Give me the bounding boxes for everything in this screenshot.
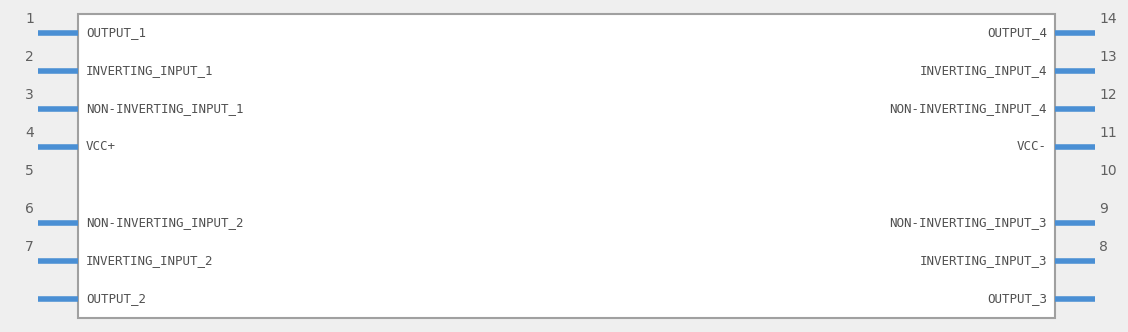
Text: INVERTING_INPUT_1: INVERTING_INPUT_1	[86, 64, 213, 77]
Text: 3: 3	[25, 88, 34, 102]
Text: 7: 7	[25, 240, 34, 254]
Text: 1: 1	[25, 12, 34, 26]
Text: 13: 13	[1099, 49, 1117, 63]
Text: NON-INVERTING_INPUT_2: NON-INVERTING_INPUT_2	[86, 216, 244, 229]
Text: NON-INVERTING_INPUT_4: NON-INVERTING_INPUT_4	[890, 103, 1047, 116]
Text: INVERTING_INPUT_2: INVERTING_INPUT_2	[86, 255, 213, 268]
Text: 11: 11	[1099, 125, 1117, 139]
Text: 4: 4	[25, 125, 34, 139]
Text: INVERTING_INPUT_4: INVERTING_INPUT_4	[919, 64, 1047, 77]
Text: 9: 9	[1099, 202, 1108, 215]
Text: 5: 5	[25, 164, 34, 178]
Text: OUTPUT_3: OUTPUT_3	[987, 292, 1047, 305]
Text: 12: 12	[1099, 88, 1117, 102]
FancyBboxPatch shape	[78, 14, 1055, 318]
Text: INVERTING_INPUT_3: INVERTING_INPUT_3	[919, 255, 1047, 268]
Text: 8: 8	[1099, 240, 1108, 254]
Text: NON-INVERTING_INPUT_1: NON-INVERTING_INPUT_1	[86, 103, 244, 116]
Text: OUTPUT_2: OUTPUT_2	[86, 292, 146, 305]
Text: OUTPUT_1: OUTPUT_1	[86, 27, 146, 40]
Text: 6: 6	[25, 202, 34, 215]
Text: NON-INVERTING_INPUT_3: NON-INVERTING_INPUT_3	[890, 216, 1047, 229]
Text: VCC+: VCC+	[86, 140, 116, 153]
Text: 10: 10	[1099, 164, 1117, 178]
Text: 2: 2	[25, 49, 34, 63]
Text: OUTPUT_4: OUTPUT_4	[987, 27, 1047, 40]
Text: VCC-: VCC-	[1017, 140, 1047, 153]
Text: 14: 14	[1099, 12, 1117, 26]
